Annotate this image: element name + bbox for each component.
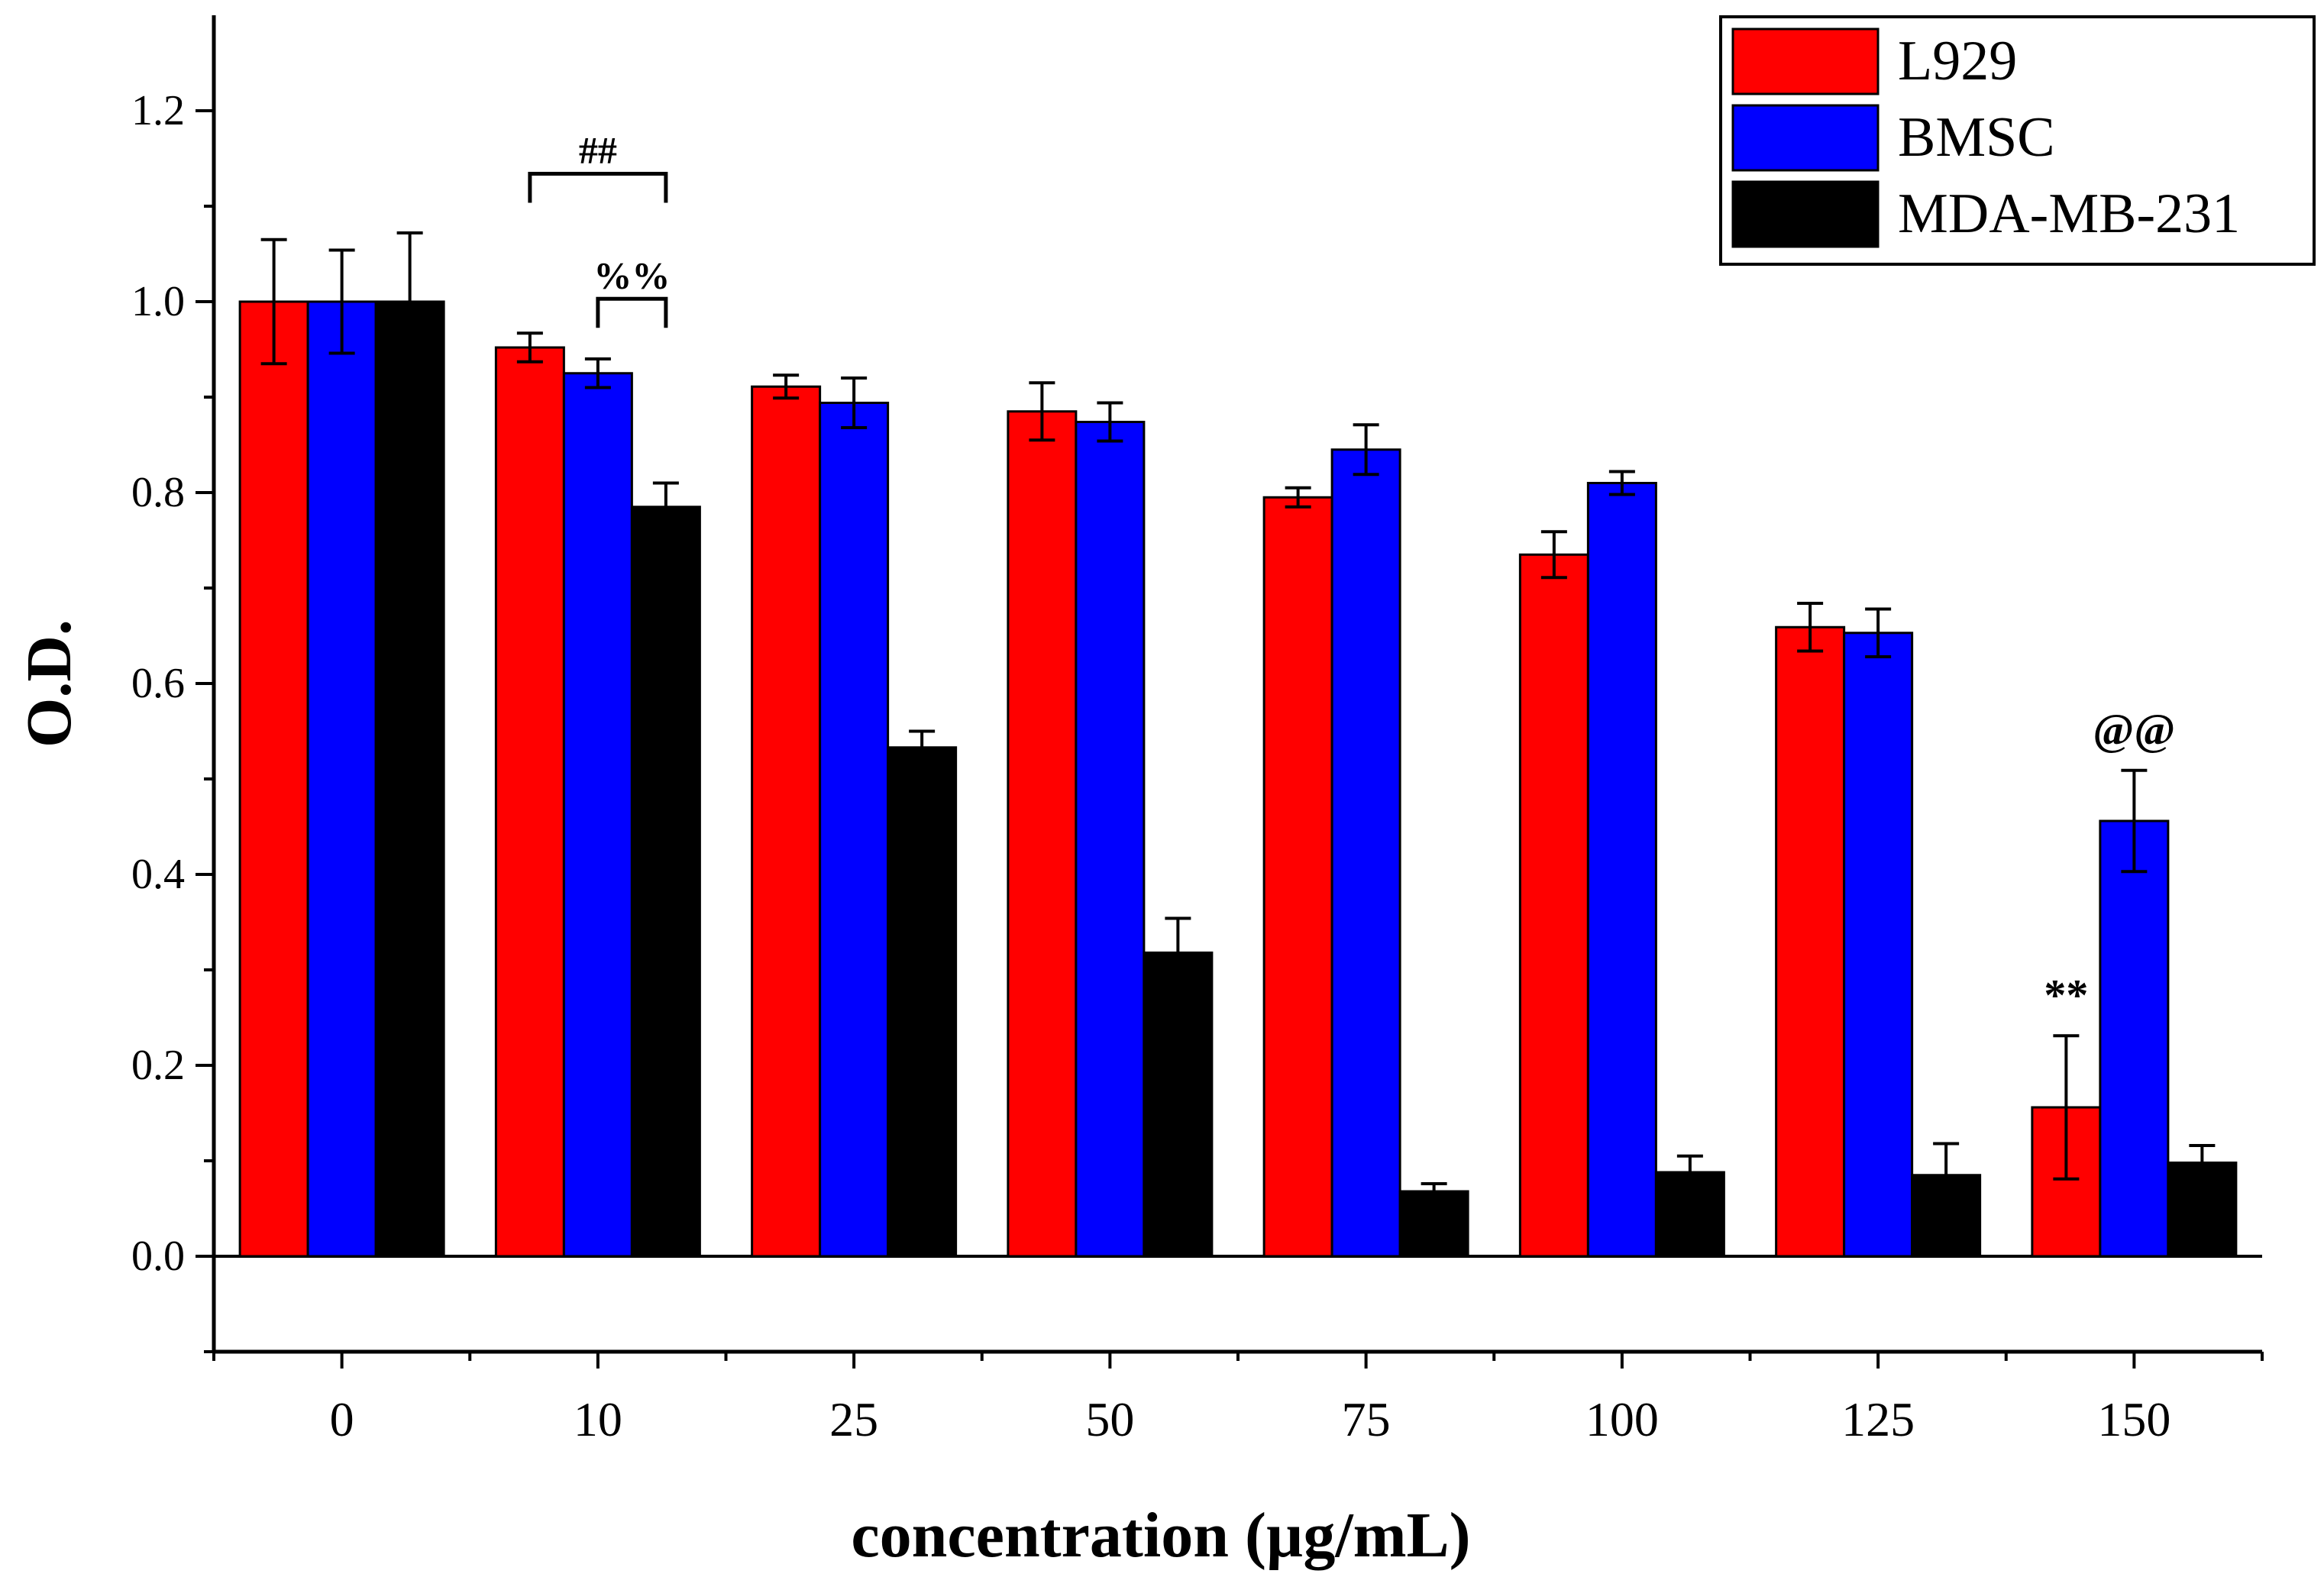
y-tick-label: 0.6	[131, 660, 185, 707]
y-tick-label: 0.4	[131, 851, 185, 898]
bar-bmsc-75	[1330, 448, 1401, 1258]
bar-mda-mb-231-100	[1654, 1171, 1725, 1258]
y-tick-label: 0.8	[131, 469, 185, 516]
legend-swatch-l929	[1731, 27, 1880, 95]
bar-mda-mb-231-25	[887, 746, 958, 1258]
y-tick-label: 0.0	[131, 1233, 185, 1280]
bar-l929-75	[1262, 496, 1333, 1258]
significance-label: %%	[593, 254, 670, 296]
x-tick-label: 100	[1585, 1392, 1659, 1446]
x-tick-label: 75	[1342, 1392, 1391, 1446]
bar-l929-10	[494, 346, 565, 1258]
bar-l929-25	[751, 385, 822, 1258]
legend-label-mda-mb-231: MDA-MB-231	[1898, 183, 2240, 245]
significance-bracket	[596, 296, 668, 328]
bar-bmsc-100	[1586, 482, 1657, 1258]
annotations: ##%% ** @@	[528, 129, 2175, 1020]
bar-bmsc-25	[819, 402, 890, 1258]
y-axis-title: O.D.	[14, 619, 85, 748]
significance-bracket	[528, 172, 668, 203]
bar-mda-mb-231-10	[630, 506, 701, 1258]
bar-bmsc-125	[1843, 632, 1914, 1258]
bar-mda-mb-231-75	[1398, 1190, 1469, 1258]
x-axis-title: concentration (µg/mL)	[851, 1500, 1470, 1571]
x-tick-label: 50	[1085, 1392, 1134, 1446]
x-tick-label: 25	[829, 1392, 878, 1446]
bar-l929-100	[1518, 553, 1589, 1258]
legend-swatch-bmsc	[1731, 104, 1880, 172]
x-tick-label: 10	[574, 1392, 622, 1446]
bar-bmsc-150	[2099, 819, 2170, 1258]
bar-bmsc-0	[306, 300, 377, 1258]
legend: L929 BMSC MDA-MB-231	[1719, 15, 2316, 266]
x-tick-label: 150	[2097, 1392, 2170, 1446]
legend-label-bmsc: BMSC	[1898, 106, 2055, 169]
significance-label: ##	[579, 129, 617, 172]
legend-label-l929: L929	[1898, 30, 2017, 92]
bar-bmsc-50	[1075, 421, 1146, 1258]
legend-swatch-mda-mb-231	[1731, 180, 1880, 248]
x-tick-label: 0	[330, 1392, 354, 1446]
bar-l929-0	[238, 300, 309, 1258]
y-tick-label: 1.2	[131, 87, 185, 134]
x-tick-label: 125	[1841, 1392, 1915, 1446]
y-tick-label: 1.0	[131, 278, 185, 325]
bar-l929-50	[1007, 410, 1078, 1258]
bars	[238, 231, 2238, 1258]
significance-label: **	[2044, 970, 2088, 1020]
y-tick-label: 0.2	[131, 1042, 185, 1089]
significance-label: @@	[2093, 705, 2175, 755]
bar-mda-mb-231-0	[374, 300, 445, 1258]
bar-l929-125	[1775, 625, 1846, 1258]
bar-bmsc-10	[562, 372, 633, 1258]
bar-mda-mb-231-50	[1143, 952, 1214, 1258]
